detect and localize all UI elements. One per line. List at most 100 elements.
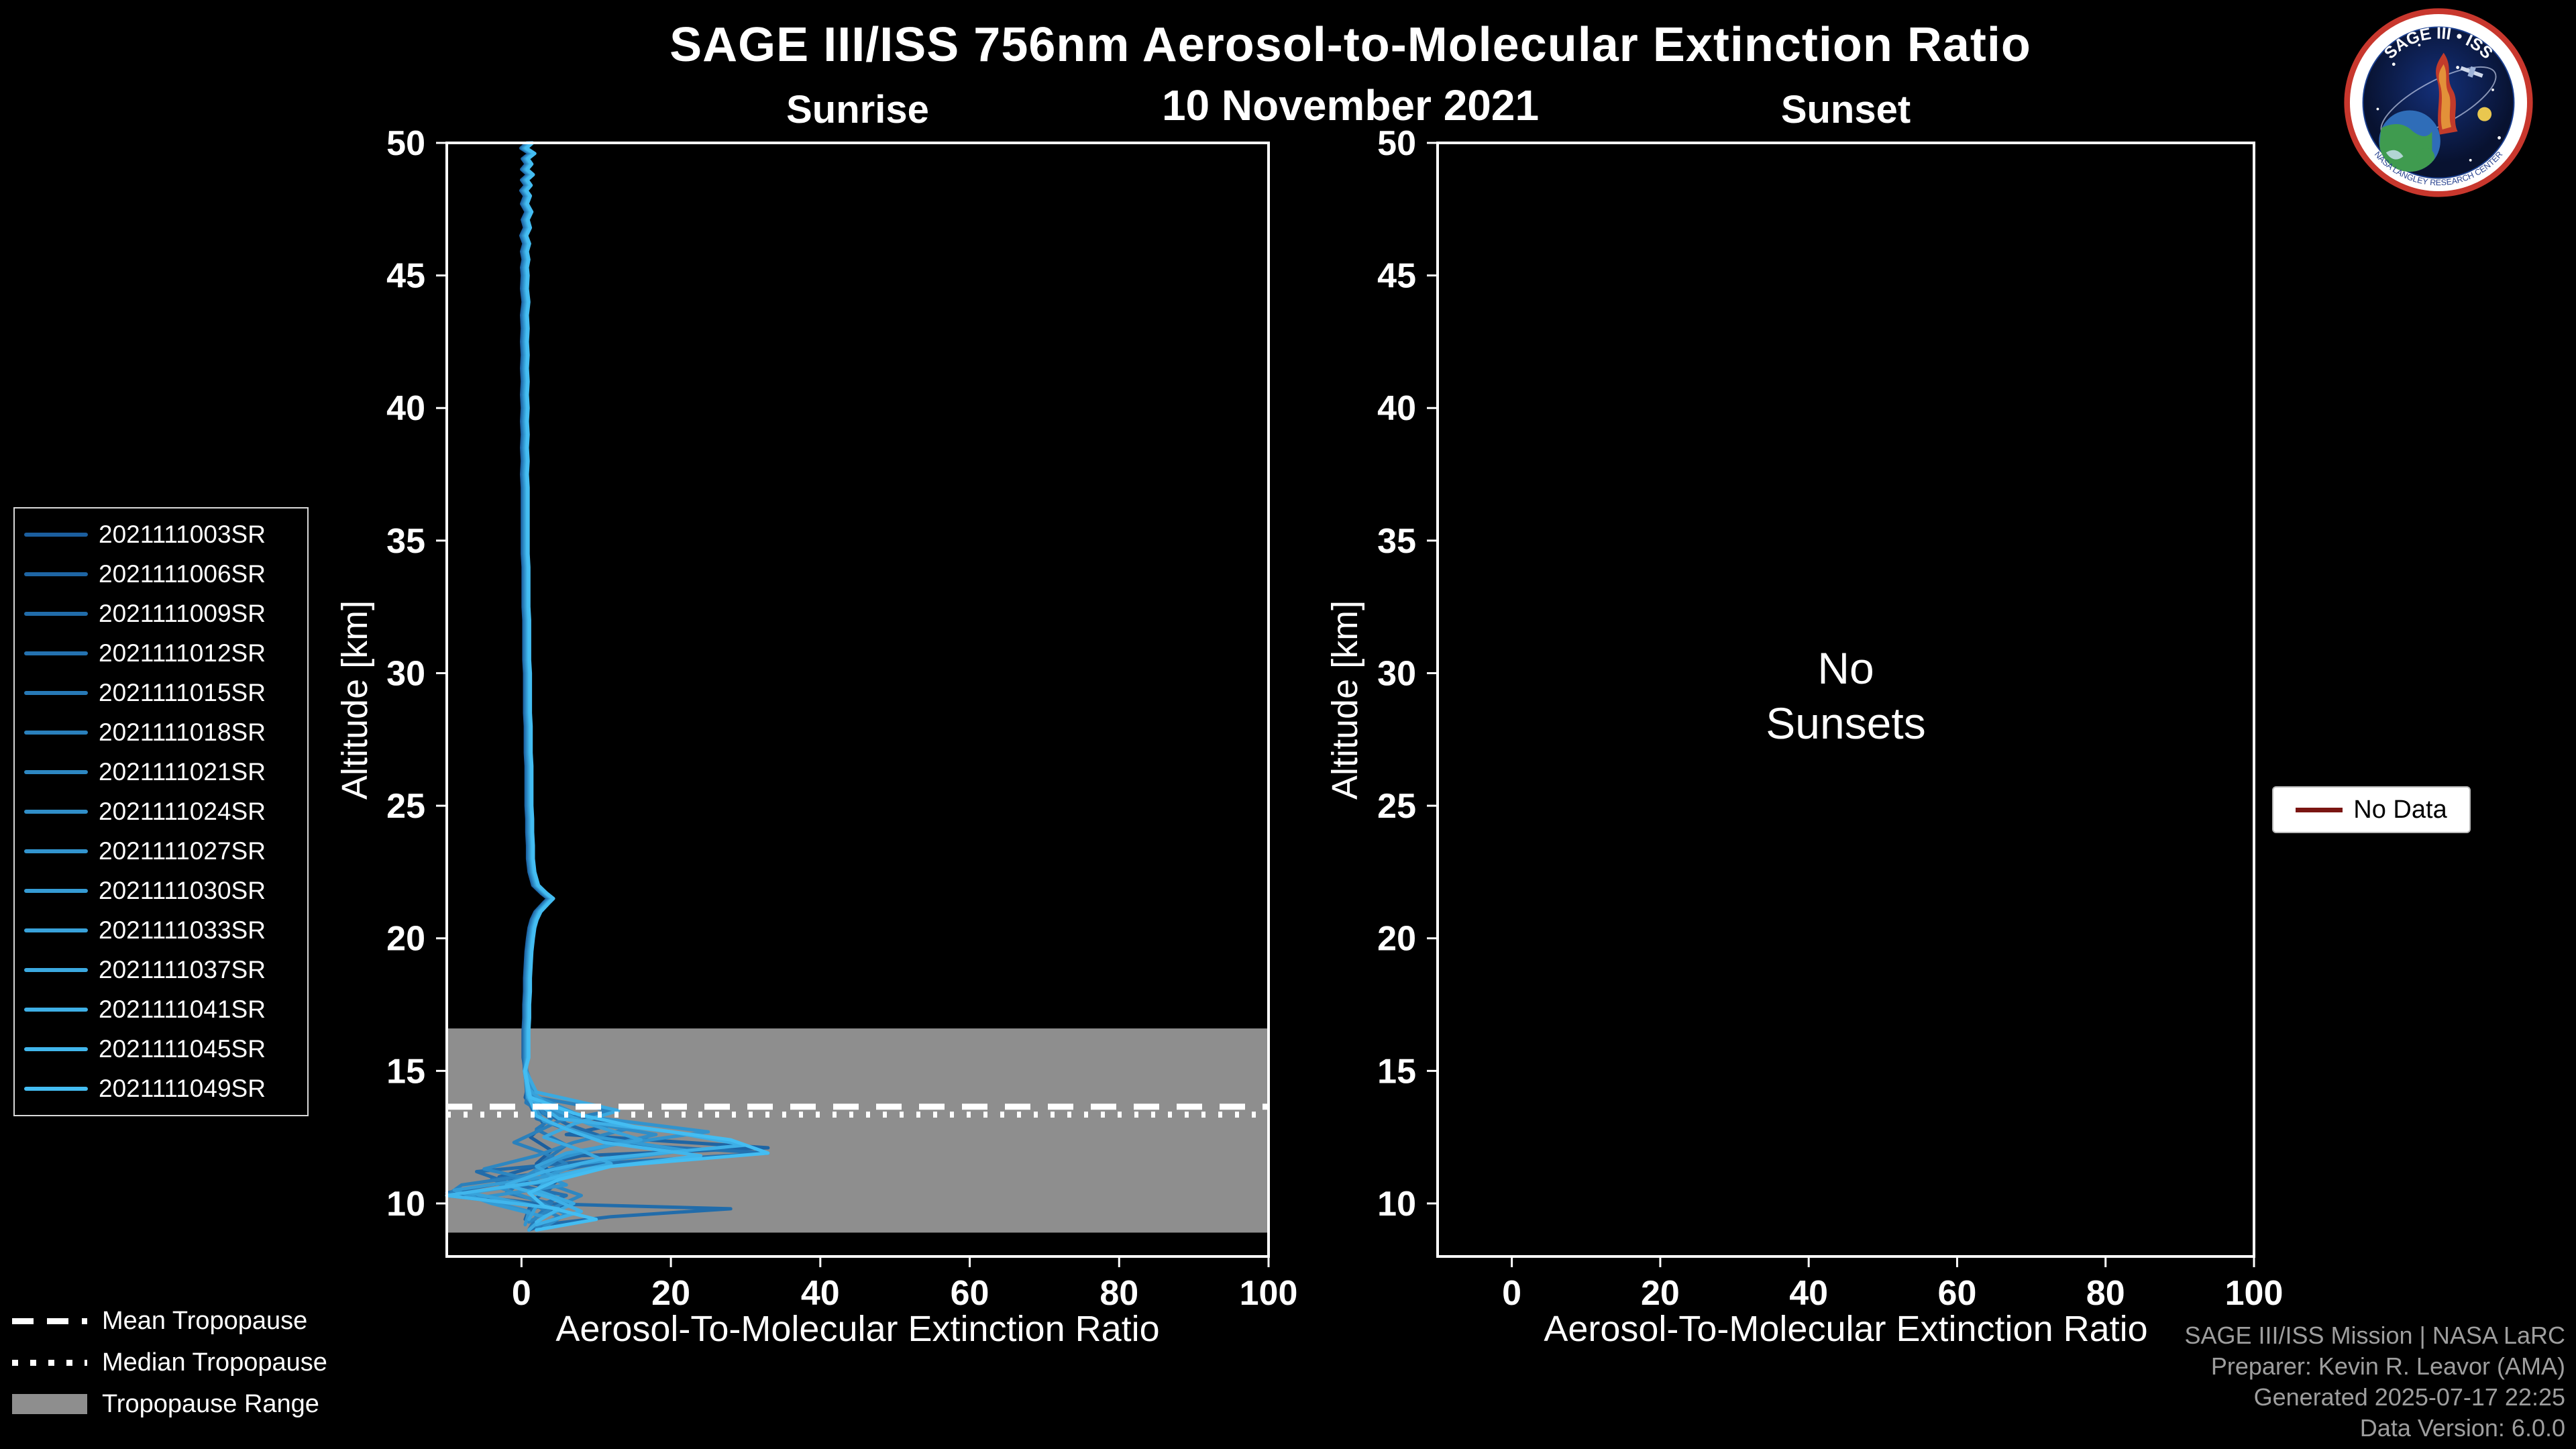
series-line-swatch (24, 968, 88, 972)
no-sunsets-annotation: No Sunsets (1438, 641, 2254, 751)
legend-item: 2021111049SR (24, 1073, 298, 1104)
y-tick-label: 25 (386, 787, 425, 826)
figure-date: 10 November 2021 (1161, 81, 1540, 129)
logo-satellite (2460, 66, 2483, 78)
sunrise-panel-title: Sunrise (786, 88, 929, 131)
no-sunsets-line-1: No (1817, 643, 1874, 693)
legend-item: 2021111041SR (24, 994, 298, 1025)
sunrise-series-legend: 2021111003SR 2021111006SR 2021111009SR 2021… (13, 507, 309, 1116)
series-label: 2021111009SR (99, 600, 266, 627)
legend-item: 2021111027SR (24, 836, 298, 867)
series-line-swatch (24, 1008, 88, 1012)
legend-item: 2021111030SR (24, 875, 298, 906)
series-label: 2021111045SR (99, 1035, 266, 1063)
x-tick-label: 40 (1789, 1274, 1828, 1313)
y-tick-label: 20 (1377, 920, 1416, 959)
axes-border (1436, 142, 2255, 1258)
y-tick-label: 50 (1377, 124, 1416, 163)
legend-item: 2021111033SR (24, 915, 298, 946)
credit-generated: Generated 2025-07-17 22:25 (2253, 1383, 2565, 1411)
tropopause-legend: Mean Tropopause Median Tropopause Tropop… (12, 1307, 327, 1418)
series-line-swatch (24, 889, 88, 893)
legend-item-median-tropopause: Median Tropopause (12, 1348, 327, 1377)
y-tick-label: 15 (1377, 1052, 1416, 1091)
series-line-swatch (24, 810, 88, 814)
credit-preparer: Preparer: Kevin R. Leavor (AMA) (2210, 1352, 2565, 1380)
y-tick-label: 35 (386, 522, 425, 561)
y-tick-label: 30 (1377, 654, 1416, 693)
series-line-swatch (24, 1087, 88, 1091)
x-tick-label: 100 (1240, 1274, 1298, 1313)
legend-item-mean-tropopause: Mean Tropopause (12, 1307, 327, 1335)
profile-line (523, 141, 770, 1232)
series-line-swatch (24, 849, 88, 853)
y-tick-label: 40 (1377, 389, 1416, 428)
dotted-line-swatch (12, 1359, 87, 1366)
y-tick-label: 10 (1377, 1185, 1416, 1224)
no-data-line-swatch (2296, 807, 2343, 812)
x-tick-label: 0 (1502, 1274, 1521, 1313)
sunset-y-axis-label: Altitude [km] (1325, 600, 1365, 800)
legend-item: 2021111024SR (24, 796, 298, 827)
y-tick-label: 45 (386, 257, 425, 296)
x-tick-label: 40 (801, 1274, 840, 1313)
x-tick-label: 60 (951, 1274, 989, 1313)
sage-iss-logo-badge: SAGE III • ISS NASA LANGLEY RESEARCH CEN… (2344, 8, 2533, 197)
series-line-swatch (24, 651, 88, 655)
sunset-plot-area: 0 20 40 60 80 100 10 15 20 25 30 35 40 45 50 No Sunset… (1377, 124, 2283, 1313)
x-tick-label: 20 (1641, 1274, 1680, 1313)
legend-item: 2021111045SR (24, 1034, 298, 1065)
x-tick-label: 80 (2086, 1274, 2125, 1313)
series-label: 2021111021SR (99, 758, 266, 786)
credits: SAGE III/ISS Mission | NASA LaRC Prepare… (2184, 1320, 2565, 1444)
series-line-swatch (24, 731, 88, 735)
series-label: 2021111003SR (99, 521, 266, 548)
series-line-swatch (24, 572, 88, 576)
y-tick-label: 35 (1377, 522, 1416, 561)
logo-moon (2477, 107, 2492, 121)
legend-item: 2021111037SR (24, 955, 298, 985)
logo-earth-land (2379, 124, 2435, 172)
credit-mission: SAGE III/ISS Mission | NASA LaRC (2184, 1322, 2565, 1349)
logo-stars (2376, 44, 2501, 162)
y-tick-label: 50 (386, 124, 425, 163)
series-label: 2021111012SR (99, 639, 266, 667)
x-tick-label: 80 (1099, 1274, 1138, 1313)
sage-iss-logo: SAGE III • ISS NASA LANGLEY RESEARCH CEN… (2343, 7, 2534, 199)
series-label: 2021111037SR (99, 956, 266, 983)
sunrise-plot-area: 0 20 40 60 80 100 10 15 20 25 30 35 40 45 50 (386, 124, 1297, 1313)
series-line-swatch (24, 770, 88, 774)
series-label: 2021111041SR (99, 996, 266, 1023)
no-data-legend: No Data (2272, 786, 2471, 833)
series-label: 2021111015SR (99, 679, 266, 706)
y-tick-label: 30 (386, 654, 425, 693)
legend-item: 2021111015SR (24, 678, 298, 708)
legend-item: 2021111006SR (24, 559, 298, 590)
gray-band-swatch (12, 1394, 87, 1414)
legend-item: 2021111009SR (24, 598, 298, 629)
series-label: 2021111018SR (99, 718, 266, 746)
legend-label: Tropopause Range (102, 1389, 319, 1418)
x-tick-label: 100 (2225, 1274, 2284, 1313)
series-label: 2021111030SR (99, 877, 266, 904)
x-tick-label: 60 (1938, 1274, 1977, 1313)
legend-item: 2021111003SR (24, 519, 298, 550)
legend-item: 2021111018SR (24, 717, 298, 748)
no-sunsets-line-2: Sunsets (1766, 698, 1926, 748)
sunset-x-axis-label: Aerosol-To-Molecular Extinction Ratio (1544, 1309, 2148, 1349)
series-label: 2021111049SR (99, 1075, 266, 1102)
no-data-label: No Data (2353, 795, 2447, 824)
series-line-swatch (24, 533, 88, 537)
credit-data-version: Data Version: 6.0.0 (2359, 1414, 2565, 1442)
y-tick-label: 15 (386, 1052, 425, 1091)
legend-item: 2021111021SR (24, 757, 298, 788)
legend-label: Median Tropopause (102, 1348, 327, 1377)
x-tick-label: 0 (512, 1274, 531, 1313)
y-tick-label: 40 (386, 389, 425, 428)
series-line-swatch (24, 691, 88, 695)
sunset-chart: 0 20 40 60 80 100 10 15 20 25 30 35 40 45 50 (1377, 124, 2283, 1313)
y-tick-label: 45 (1377, 257, 1416, 296)
legend-label: Mean Tropopause (102, 1306, 308, 1335)
sunrise-chart: 0 20 40 60 80 100 10 15 20 25 30 35 40 45 50 (386, 124, 1297, 1313)
